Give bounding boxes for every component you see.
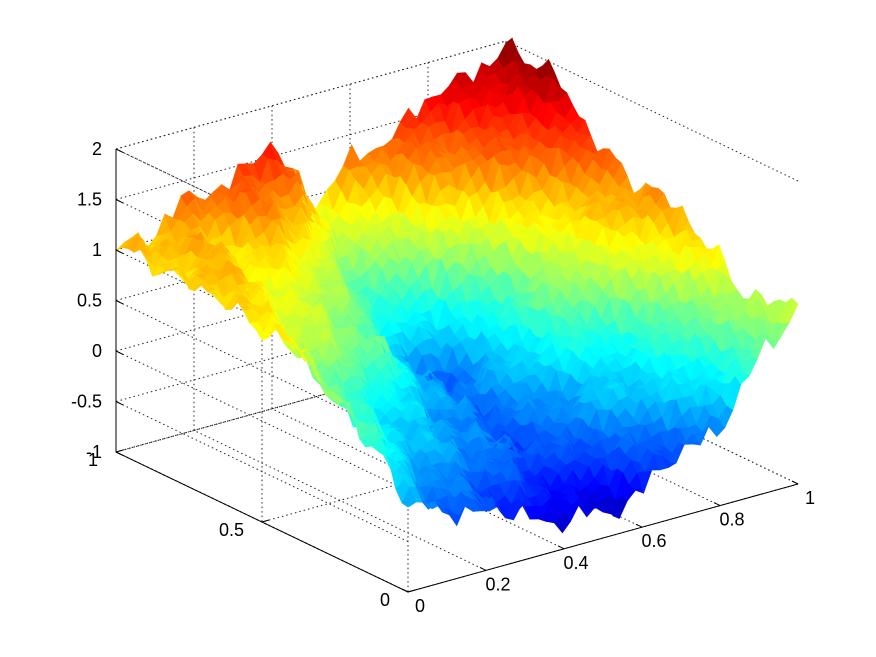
- x-tick-label: 0.2: [485, 574, 510, 594]
- z-tick-label: 2: [92, 139, 102, 159]
- x-tick-mark: [713, 502, 721, 507]
- x-tick-mark: [479, 566, 487, 571]
- y-tick-mark: [407, 589, 416, 593]
- z-tick-mark: [115, 148, 124, 153]
- x-tick-mark: [791, 480, 799, 485]
- x-tick-label: 1: [805, 488, 815, 508]
- y-tick-mark: [261, 519, 270, 523]
- axis-layer: [115, 148, 799, 593]
- z-tick-label: 1.5: [77, 190, 102, 210]
- tick-label-layer: -1 -0.5 0 0.5 1 1.5 2 0 0.2 0.4 0.6 0.8 1 0 0.5 1: [71, 139, 815, 616]
- y-tick-label: 0: [380, 590, 390, 610]
- z-tick-label: -0.5: [71, 392, 102, 412]
- z-tick-mark: [115, 300, 124, 305]
- z-tick-mark: [115, 199, 124, 204]
- z-tick-mark: [115, 249, 124, 254]
- z-tick-mark: [115, 401, 124, 406]
- y-tick-mark: [115, 449, 124, 453]
- x-tick-label: 0.8: [719, 510, 744, 530]
- surface-layer: [115, 37, 799, 534]
- z-tick-label: 1: [92, 240, 102, 260]
- surface-patch: [783, 297, 799, 324]
- x-tick-mark: [557, 545, 565, 550]
- z-tick-mark: [115, 451, 124, 456]
- x-tick-label: 0.6: [641, 531, 666, 551]
- z-tick-label: -1: [86, 442, 102, 462]
- z-tick-label: 0.5: [77, 291, 102, 311]
- y-tick-label: 1: [88, 450, 98, 470]
- z-tick-mark: [115, 350, 124, 355]
- x-tick-mark: [401, 588, 409, 593]
- x-tick-label: 0.4: [563, 553, 588, 573]
- x-tick-label: 0: [415, 596, 425, 616]
- x-axis-line: [407, 483, 799, 593]
- x-tick-mark: [635, 523, 643, 528]
- z-tick-label: 0: [92, 341, 102, 361]
- y-tick-label: 0.5: [219, 520, 244, 540]
